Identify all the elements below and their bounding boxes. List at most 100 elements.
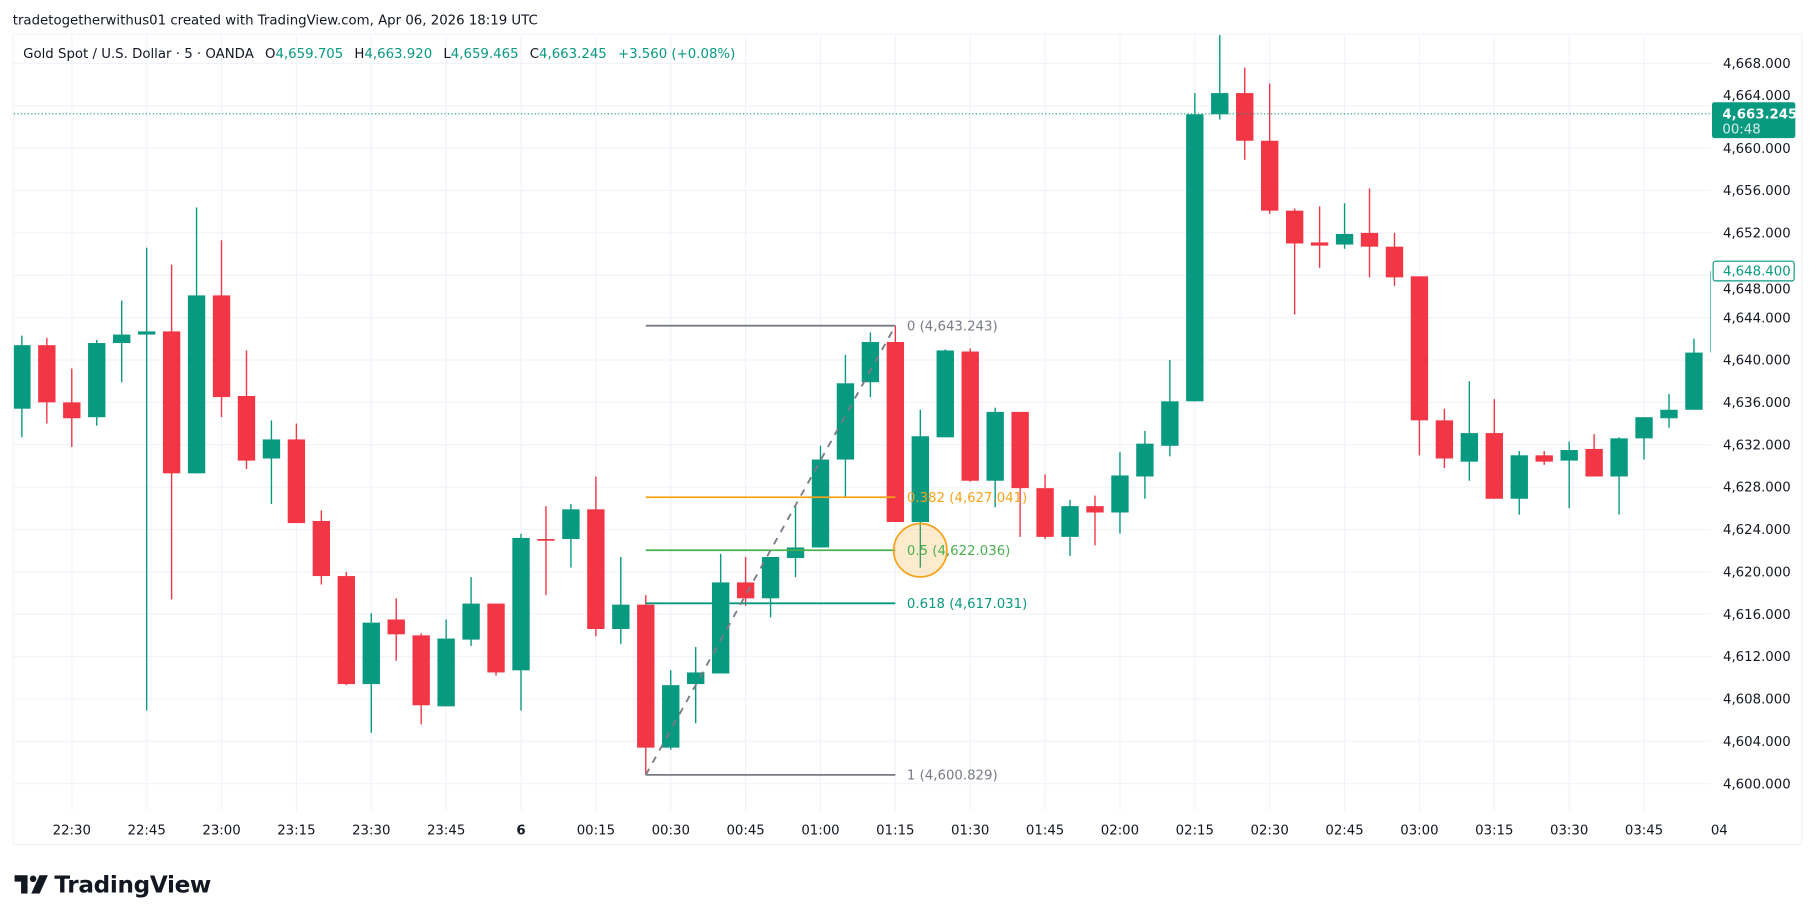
candle-body <box>1685 352 1703 410</box>
time-tick-label: 23:45 <box>427 824 465 839</box>
price-tick-label: 4,644.000 <box>1723 311 1791 326</box>
candle-body <box>1635 417 1653 439</box>
candle-body <box>786 547 805 559</box>
time-tick-label: 04 <box>1711 824 1728 839</box>
candle-body <box>961 351 979 481</box>
candle-body <box>1410 276 1429 421</box>
candle <box>262 420 281 505</box>
candle <box>1211 34 1229 120</box>
candle <box>1285 208 1304 315</box>
candle-body <box>1261 140 1279 211</box>
candle-body <box>1211 93 1229 115</box>
candle-body <box>162 331 181 474</box>
candle-body <box>861 341 880 383</box>
countdown-label: 00:48 <box>1722 122 1760 137</box>
candle-body <box>612 604 630 630</box>
candles <box>13 34 1711 775</box>
candle <box>1585 434 1603 477</box>
time-tick-label: 03:15 <box>1475 824 1513 839</box>
candle-body <box>63 402 81 419</box>
highlight-circle <box>892 522 948 578</box>
candle <box>986 407 1004 508</box>
candle <box>1460 381 1479 481</box>
high-value: 4,663.920 <box>364 45 433 62</box>
price-tick-label: 4,636.000 <box>1723 396 1791 411</box>
candle <box>1435 408 1454 469</box>
tradingview-logo[interactable]: TradingView <box>14 870 211 898</box>
candle <box>836 354 855 497</box>
candle-body <box>1435 420 1454 459</box>
candle <box>1360 188 1379 278</box>
fib-retracement[interactable]: 0 (4,643.243) 0.382 (4,627.041) 0.5 (4,622… <box>13 113 1711 784</box>
candle <box>337 571 355 686</box>
candle-body <box>237 396 256 461</box>
candle <box>587 476 605 637</box>
price-axis[interactable]: 4,600.000 4,604.000 4,608.000 4,612.000 4,61… <box>1711 57 1797 792</box>
candle <box>1236 67 1254 160</box>
candle <box>1660 393 1678 428</box>
candle <box>562 504 580 568</box>
candle <box>1161 359 1179 457</box>
candle-body <box>487 603 505 673</box>
price-tick-label: 4,628.000 <box>1723 481 1791 496</box>
price-tick-label: 4,640.000 <box>1723 354 1791 369</box>
price-tick-label: 4,616.000 <box>1723 608 1791 623</box>
price-tick-label: 4,604.000 <box>1723 735 1791 750</box>
candle-body <box>711 582 730 674</box>
candle-body <box>1610 438 1628 477</box>
candle-body <box>1460 433 1479 462</box>
candle-body <box>1161 401 1179 446</box>
candle <box>711 553 730 674</box>
candle <box>1410 276 1429 456</box>
time-tick-label: 01:30 <box>951 824 989 839</box>
candle <box>1086 495 1104 546</box>
price-tick-label: 4,664.000 <box>1723 89 1791 104</box>
candle-body <box>13 345 31 409</box>
candle <box>1485 399 1503 499</box>
price-tick-label: 4,648.000 <box>1723 283 1791 298</box>
time-tick-label: 00:15 <box>577 824 615 839</box>
price-tick-label: 4,668.000 <box>1723 57 1791 72</box>
time-axis[interactable]: 22:30 22:45 23:00 23:15 23:30 23:45 6 00:15 00:3… <box>53 824 1728 839</box>
candle-body <box>1385 246 1404 278</box>
candle <box>113 300 131 383</box>
candle <box>1710 271 1711 353</box>
time-tick-label: 02:00 <box>1101 824 1139 839</box>
candle-body <box>512 537 530 671</box>
candle <box>237 350 256 470</box>
symbol-name[interactable]: Gold Spot / U.S. Dollar · 5 · OANDA <box>23 45 254 62</box>
symbol-legend: Gold Spot / U.S. Dollar · 5 · OANDA O4,6… <box>23 45 735 61</box>
candle-body <box>1086 506 1104 513</box>
price-tick-label: 4,656.000 <box>1723 184 1791 199</box>
chart-frame <box>12 33 1803 845</box>
candle <box>13 335 31 438</box>
candle <box>1385 232 1404 286</box>
fib-level-label: 0 (4,643.243) <box>907 319 998 334</box>
candle-body <box>1585 448 1603 477</box>
price-tick-label: 4,624.000 <box>1723 523 1791 538</box>
candle <box>612 556 630 644</box>
candle-body <box>587 509 605 630</box>
logo-text: TradingView <box>54 870 211 899</box>
time-tick-label: 01:15 <box>876 824 914 839</box>
fib-level-label: 0.382 (4,627.041) <box>907 491 1027 506</box>
fib-level-label: 1 (4,600.829) <box>907 768 998 783</box>
candle <box>961 348 979 482</box>
last-price-badge <box>1711 102 1796 139</box>
candle-body <box>212 295 231 398</box>
candle <box>1310 206 1329 268</box>
price-marker-badge <box>1712 260 1795 282</box>
fib-level-label: 0.5 (4,622.036) <box>907 544 1010 559</box>
candle-body <box>88 343 106 418</box>
candle <box>786 506 805 578</box>
candle-body <box>362 622 380 685</box>
candle <box>1685 338 1703 410</box>
candle <box>662 670 680 750</box>
price-tick-label: 4,600.000 <box>1723 777 1791 792</box>
credit-text: tradetogetherwithus01 created with Tradi… <box>12 11 538 28</box>
candle-body <box>1111 475 1129 513</box>
candle <box>287 423 306 524</box>
price-tick-label: 4,632.000 <box>1723 438 1791 453</box>
candle-body <box>1011 411 1029 489</box>
